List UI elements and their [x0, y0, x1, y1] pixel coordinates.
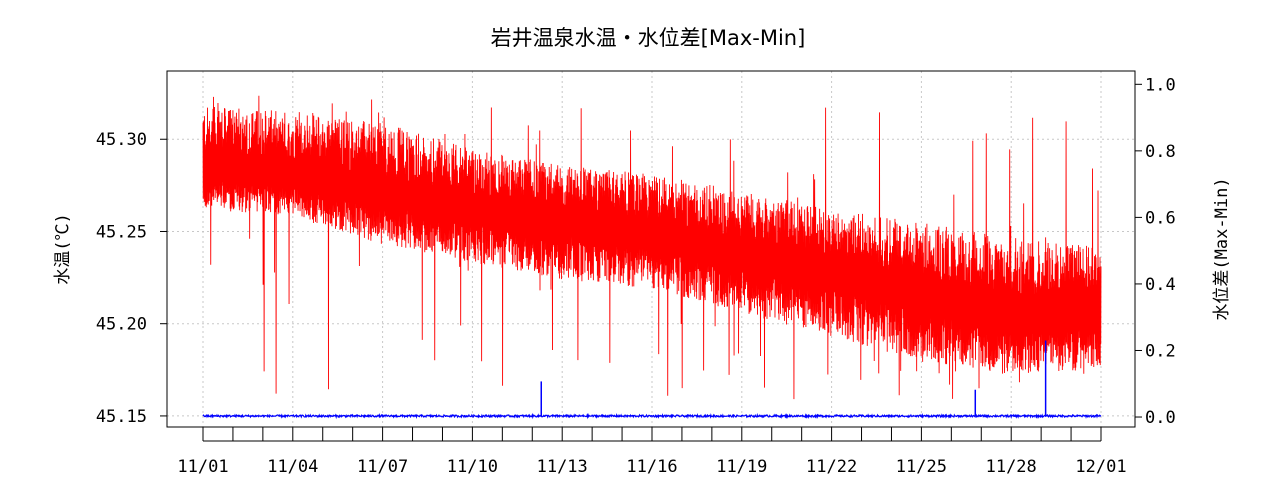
y-tick-label: 45.30	[96, 130, 147, 150]
x-tick-label: 11/16	[626, 457, 677, 477]
axes: 11/01 11/04 11/07 11/10 11/13 11/16 11/19 11/22…	[96, 75, 1176, 477]
chart-title: 岩井温泉水温・水位差[Max-Min]	[491, 26, 806, 50]
series-water-level-diff	[202, 412, 1102, 420]
x-tick-label: 12/01	[1075, 457, 1126, 477]
x-tick-label: 11/22	[806, 457, 857, 477]
x-tick-label: 11/07	[357, 457, 408, 477]
y2-axis-title: 水位差(Max-Min)	[1212, 177, 1232, 320]
y2-tick-label: 0.4	[1145, 275, 1176, 295]
y2-tick-label: 0.6	[1145, 208, 1176, 228]
series-layer	[202, 95, 1102, 420]
x-tick-label: 11/04	[267, 457, 318, 477]
y-tick-label: 45.15	[96, 407, 147, 427]
y2-tick-label: 0.0	[1145, 408, 1176, 428]
x-tick-label: 11/10	[447, 457, 498, 477]
x-tick-label: 11/28	[986, 457, 1037, 477]
plot-frame	[166, 70, 1136, 428]
y2-tick-label: 0.8	[1145, 142, 1176, 162]
x-tick-label: 11/19	[716, 457, 767, 477]
x-tick-label: 11/25	[896, 457, 947, 477]
y-tick-label: 45.25	[96, 222, 147, 242]
x-tick-label: 11/01	[177, 457, 228, 477]
y2-tick-label: 1.0	[1145, 75, 1176, 95]
y-tick-label: 45.20	[96, 315, 147, 335]
y-axis-title: 水温(℃)	[53, 213, 73, 284]
y2-tick-label: 0.2	[1145, 341, 1176, 361]
series-water-temperature	[202, 95, 1102, 400]
x-tick-label: 11/13	[537, 457, 588, 477]
